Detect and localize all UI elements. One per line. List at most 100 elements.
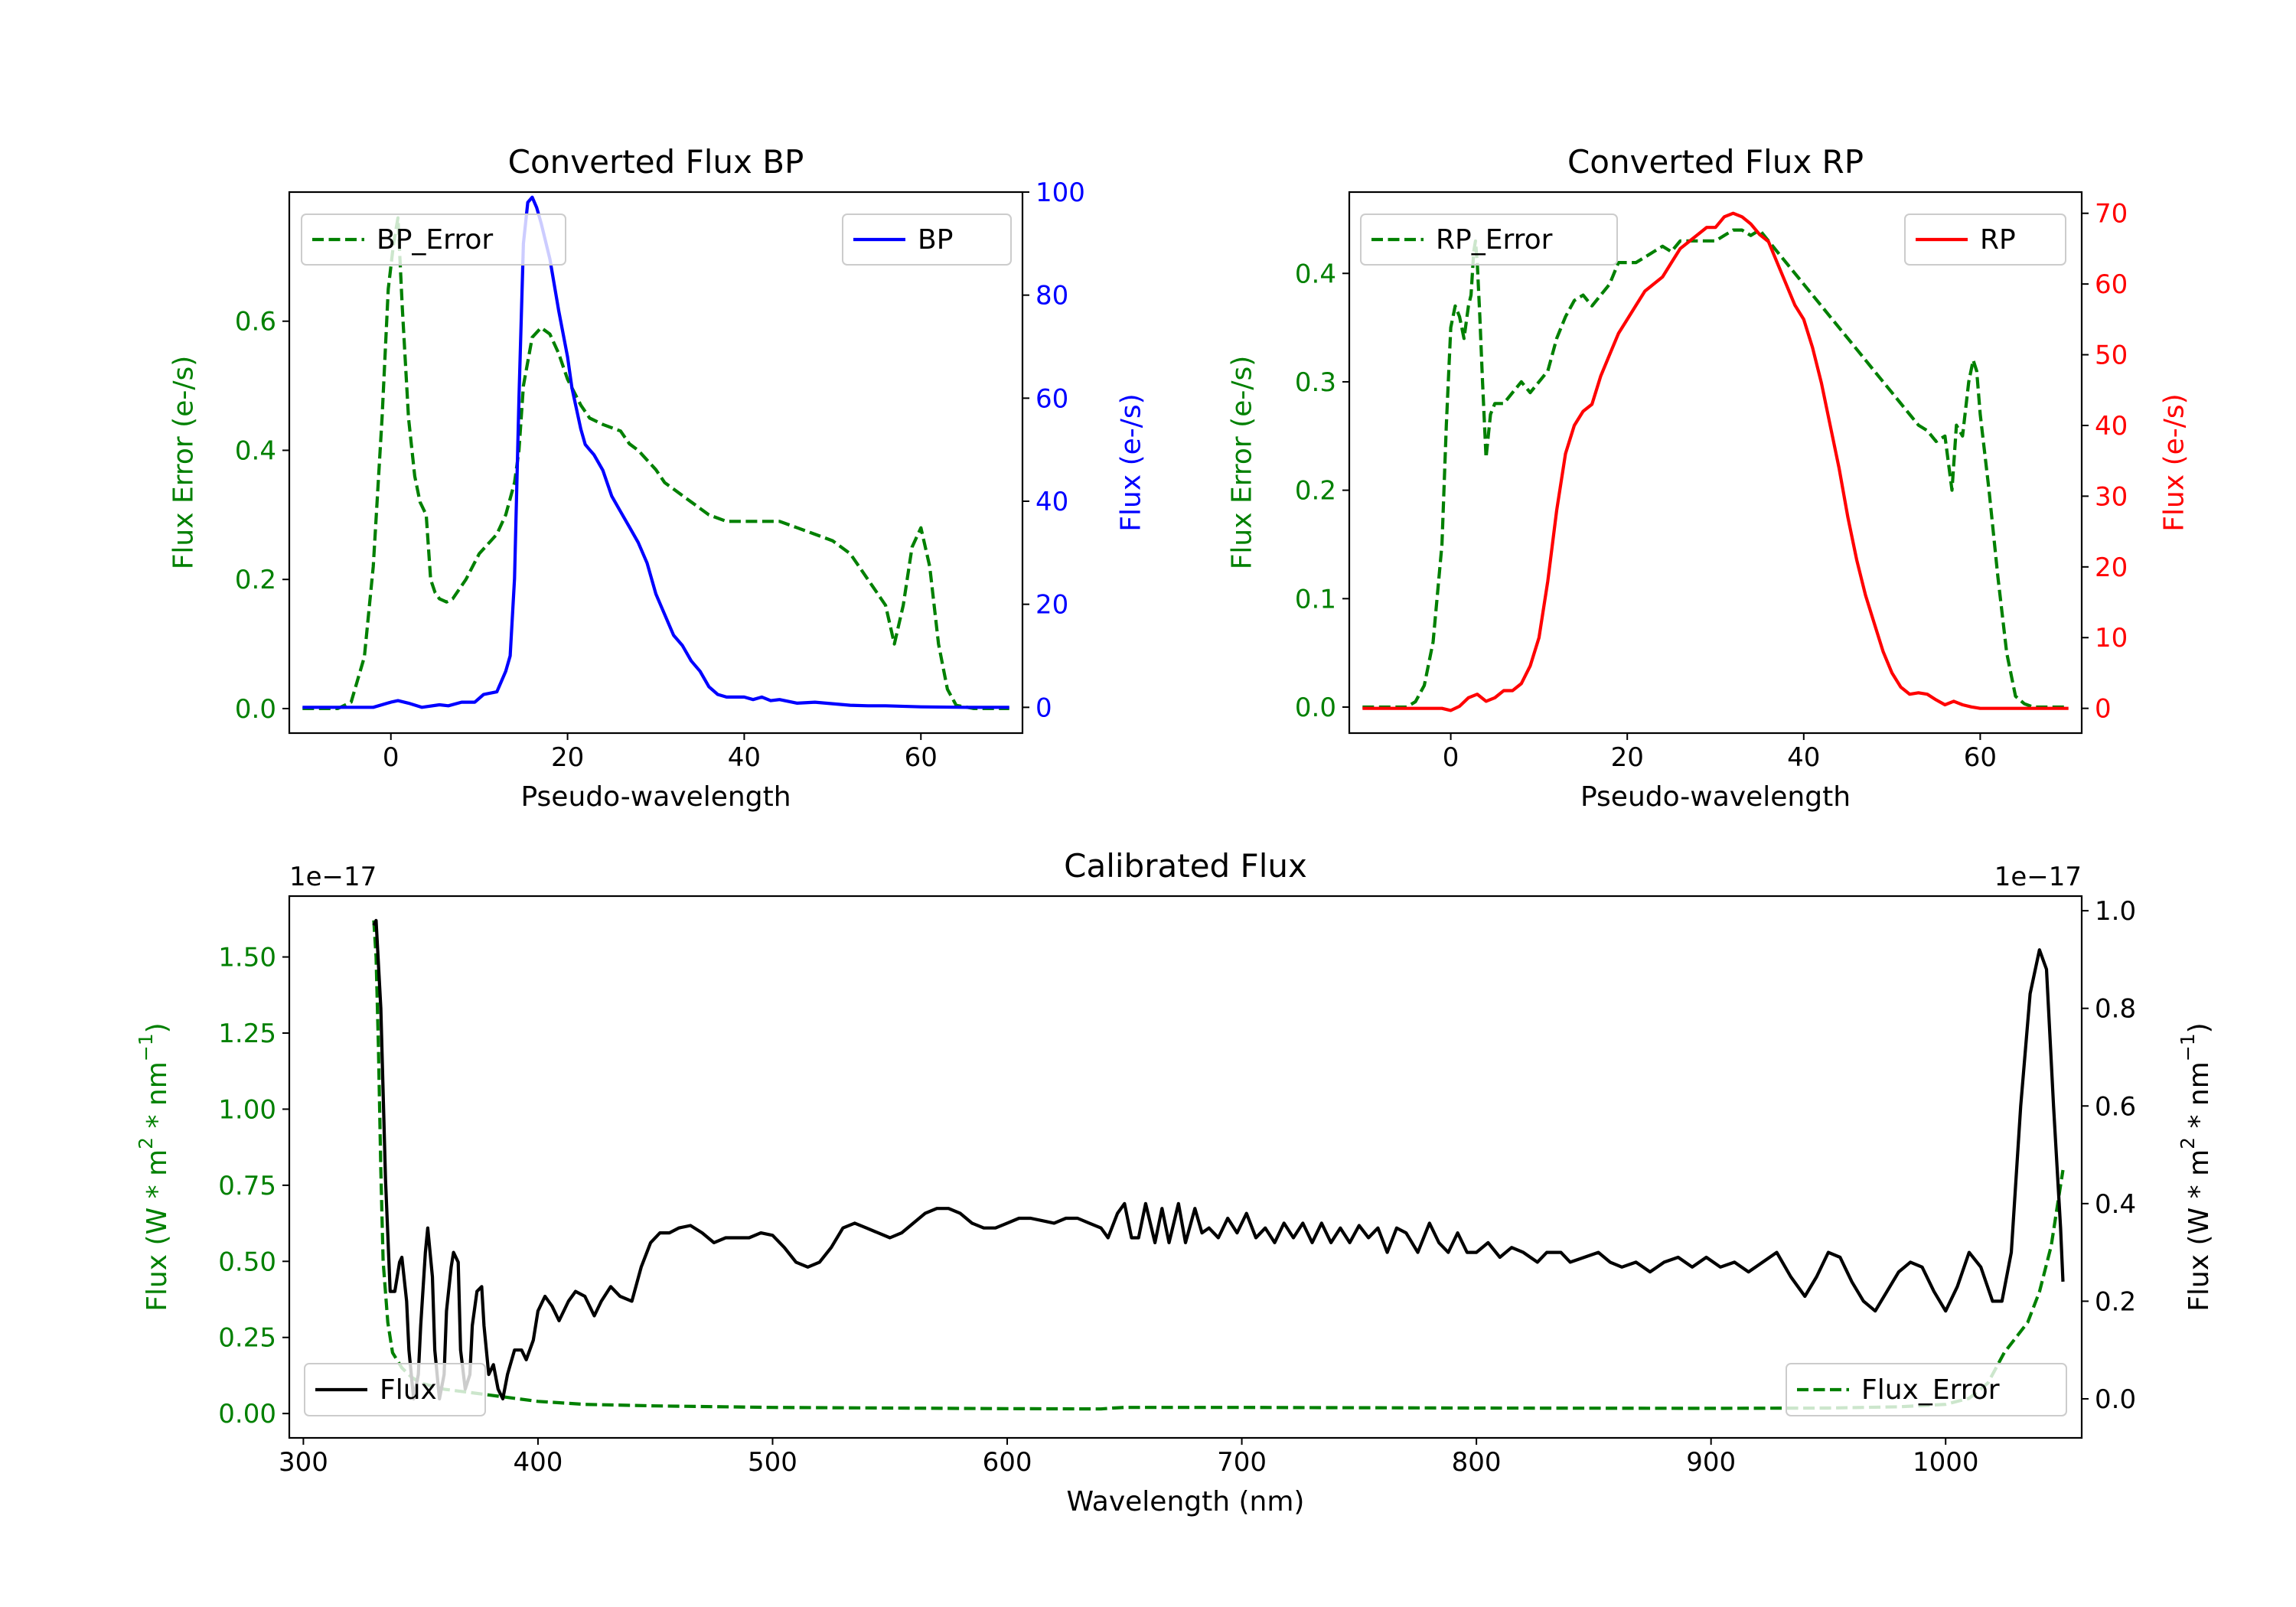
y-right-tick-label: 60 [2095,269,2128,300]
legend-right: Flux_Error [1786,1363,2067,1416]
y-right-tick-label: 80 [1035,281,1068,311]
legend-left: RP_Error [1360,214,1618,266]
y-right-tick-label: 10 [2095,623,2128,654]
x-tick-label: 0 [383,742,400,773]
legend-left: BP_Error [301,214,566,266]
series-line-flux [372,918,2065,1401]
x-tick-label: 600 [983,1447,1032,1478]
y-right-tick-label: 40 [2095,411,2128,442]
y-right-axis-label: Flux (W * m2 * nm−1) [2177,1022,2215,1311]
series-line-bp-error [302,216,1009,710]
y-right-tick-label: 0 [1035,693,1052,723]
legend-box [301,214,566,266]
chart-panel-2: 0 20 40 60 0.0 0.1 0.2 0.3 0.4 0 10 20 30 40 50 60 70 Con… [1227,143,2190,813]
y-right-tick-label: 40 [1035,487,1068,517]
y-left-tick-label: 0.4 [235,435,276,466]
y-right-tick-label: 0.4 [2095,1189,2136,1220]
legend-right: BP [842,214,1012,266]
y-left-tick-label: 0.2 [1295,476,1336,507]
x-tick-label: 40 [728,742,761,773]
y-right-axis-label: Flux (e-/s) [1116,393,1147,531]
chart-title: Converted Flux BP [508,143,804,181]
legend-box [304,1363,486,1416]
label-part: Flux (W * m [2183,1149,2215,1312]
x-tick-label: 800 [1452,1447,1502,1478]
chart-panel-3: 300 400 500 600 700 800 900 1000 0.00 0.25 0.50 0.7… [135,847,2215,1517]
axes-frame [1348,191,2083,735]
x-tick-label: 1000 [1913,1447,1979,1478]
y-right-tick-label: 60 [1035,383,1068,414]
label-superscript: −1 [135,1033,157,1061]
y-left-axis-label: Flux Error (e-/s) [168,356,200,570]
y-right-tick-label: 0.8 [2095,994,2136,1025]
x-tick-label: 60 [1964,742,1997,773]
legend-label: RP_Error [1436,224,1553,256]
y-right-tick-label: 100 [1035,178,1085,208]
label-part: * nm [142,1061,173,1137]
x-tick-label: 300 [279,1447,328,1478]
chart-title: Converted Flux RP [1567,143,1864,181]
y-right-tick-label: 0.2 [2095,1286,2136,1317]
series-line-bp [302,195,1009,709]
y-right-tick-label: 0.6 [2095,1091,2136,1122]
y-right-tick-label: 1.0 [2095,896,2136,927]
y-right-tick-label: 30 [2095,481,2128,512]
x-tick-label: 20 [1611,742,1644,773]
y-right-axis-label: Flux (e-/s) [2159,393,2190,531]
y-right-tick-label: 0 [2095,694,2112,725]
legend-box [1360,214,1618,266]
legend-box [1786,1363,2067,1416]
label-part: ) [142,1022,173,1033]
legend-label: RP [1980,224,2016,256]
y-left-tick-label: 0.25 [218,1323,276,1354]
x-axis-label: Pseudo-wavelength [1580,781,1851,813]
legend-box [842,214,1012,266]
legend-right: RP [1904,214,2066,266]
y-left-axis-label: Flux (W * m2 * nm−1) [135,1022,173,1311]
legend-label: Flux_Error [1861,1374,2000,1406]
label-part: ) [2183,1022,2215,1033]
x-tick-label: 20 [551,742,584,773]
y-left-tick-label: 0.50 [218,1247,276,1277]
y-left-tick-label: 0.0 [1295,693,1336,723]
x-tick-label: 700 [1217,1447,1267,1478]
y-right-tick-label: 0.0 [2095,1384,2136,1415]
y-right-tick-label: 20 [1035,590,1068,621]
y-left-tick-label: 0.2 [235,565,276,595]
x-tick-label: 500 [748,1447,797,1478]
offset-label-right: 1e−17 [1994,862,2082,892]
legend-label: Flux [380,1374,437,1406]
x-tick-label: 400 [513,1447,563,1478]
label-superscript: −1 [2177,1033,2199,1061]
y-right-tick-label: 50 [2095,341,2128,371]
axes-frame [288,895,2083,1439]
y-right-tick-label: 20 [2095,553,2128,583]
legend-label: BP [918,224,953,256]
y-left-tick-label: 0.3 [1295,367,1336,398]
x-tick-label: 0 [1443,742,1459,773]
label-part: Flux (W * m [142,1149,173,1312]
y-left-tick-label: 0.6 [235,307,276,337]
y-left-tick-label: 1.00 [218,1094,276,1125]
y-left-tick-label: 1.25 [218,1019,276,1049]
series-line-rp-error [1362,228,2069,709]
y-left-axis-label: Flux Error (e-/s) [1227,356,1258,570]
y-left-tick-label: 0.75 [218,1171,276,1201]
label-part: * nm [2183,1061,2215,1137]
chart-panel-1: 0 20 40 60 0.0 0.2 0.4 0.6 0 20 40 60 80 100 Converted… [168,143,1147,813]
label-superscript: 2 [2177,1137,2199,1149]
y-left-tick-label: 0.0 [235,694,276,725]
series-line-flux-error [372,920,2065,1411]
legend-box [1904,214,2066,266]
series-line-rp [1362,211,2069,712]
chart-title: Calibrated Flux [1064,847,1307,885]
y-left-tick-label: 0.1 [1295,584,1336,614]
x-tick-label: 60 [905,742,938,773]
axes-frame [288,191,1024,735]
label-superscript: 2 [135,1137,157,1149]
y-left-tick-label: 0.4 [1295,259,1336,289]
x-axis-label: Pseudo-wavelength [520,781,791,813]
offset-label-left: 1e−17 [289,862,377,892]
x-tick-label: 900 [1686,1447,1736,1478]
